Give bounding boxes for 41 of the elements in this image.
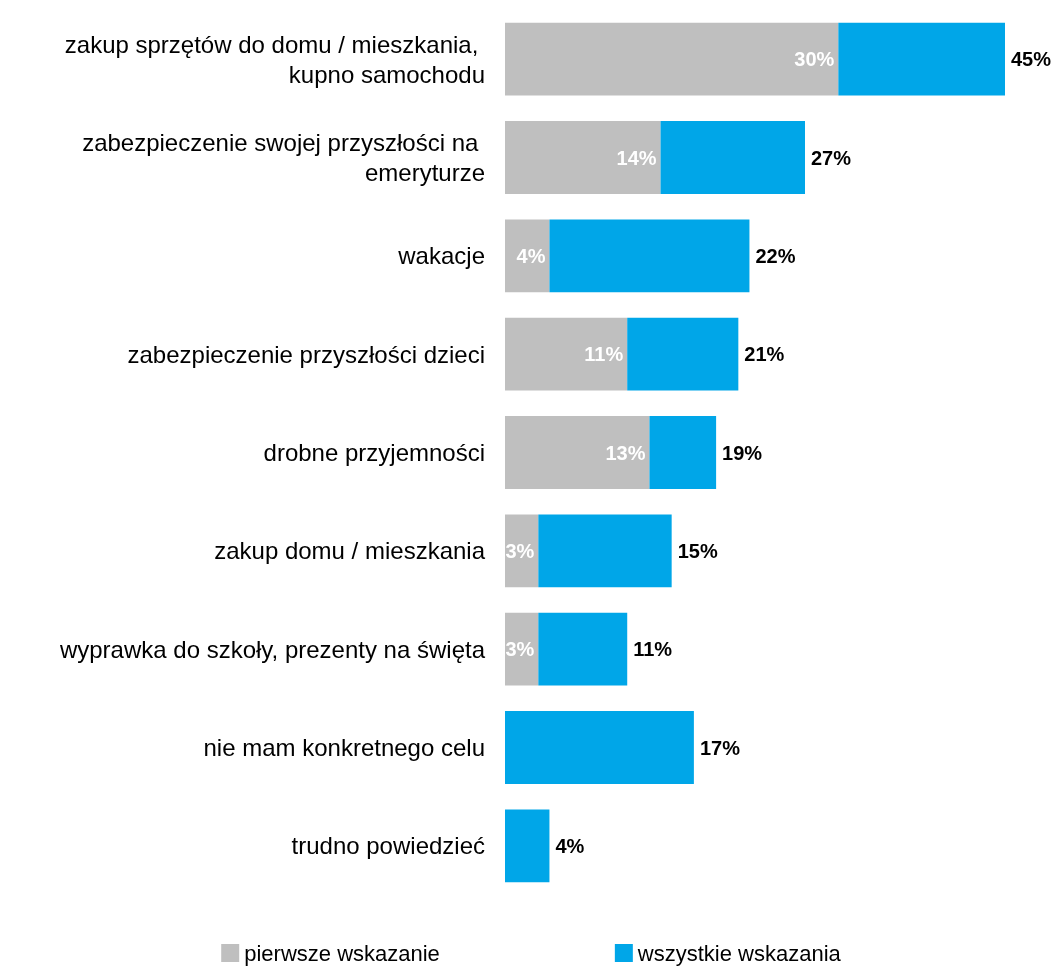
y-tick-label: zabezpieczenie przyszłości dzieci (127, 340, 485, 368)
bar (505, 317, 628, 391)
total-label: 27% (811, 146, 852, 169)
total-label: 4% (555, 834, 585, 857)
bar (538, 612, 628, 686)
bar (627, 317, 739, 391)
total-label: 17% (699, 736, 741, 759)
data-label: 13% (605, 441, 646, 464)
bar (505, 121, 661, 194)
bar (549, 219, 750, 293)
y-tick-label: zakup sprzętów do domu / mieszkania, kupno samochodu (64, 30, 485, 88)
data-label: 4% (516, 244, 546, 267)
y-tick-label: wakacje (397, 242, 485, 270)
bar (505, 416, 650, 489)
y-tick-label: nie mam konkretnego celu (203, 734, 485, 761)
data-label: 3% (505, 539, 535, 562)
y-tick-label: drobne przyjemności (263, 439, 485, 466)
data-label: 14% (616, 146, 657, 169)
y-tick-label: trudno powiedzieć (291, 832, 485, 860)
total-label: 11% (633, 638, 673, 661)
total-label: 45% (1011, 48, 1052, 71)
total-label: 15% (677, 539, 718, 562)
total-label: 19% (722, 441, 763, 464)
y-tick-label: zakup domu / mieszkania (214, 537, 486, 565)
bar (505, 809, 550, 883)
bar (505, 22, 839, 96)
legend-label: pierwsze wskazanie (244, 940, 440, 966)
data-label: 11% (584, 343, 624, 366)
bar (649, 416, 717, 489)
total-label: 21% (744, 343, 785, 366)
legend-label: wszystkie wskazania (636, 940, 842, 966)
y-tick-label: wyprawka do szkoły, prezenty na święta (58, 635, 486, 663)
bar (538, 514, 672, 588)
bar (505, 711, 694, 784)
data-label: 30% (794, 48, 835, 71)
y-tick-label: zabezpieczenie swojej przyszłości na emeryturze (82, 129, 485, 186)
data-label: 3% (505, 638, 535, 661)
bar (505, 219, 550, 293)
bar (660, 121, 805, 194)
total-label: 22% (755, 244, 796, 267)
bar (838, 22, 1005, 96)
